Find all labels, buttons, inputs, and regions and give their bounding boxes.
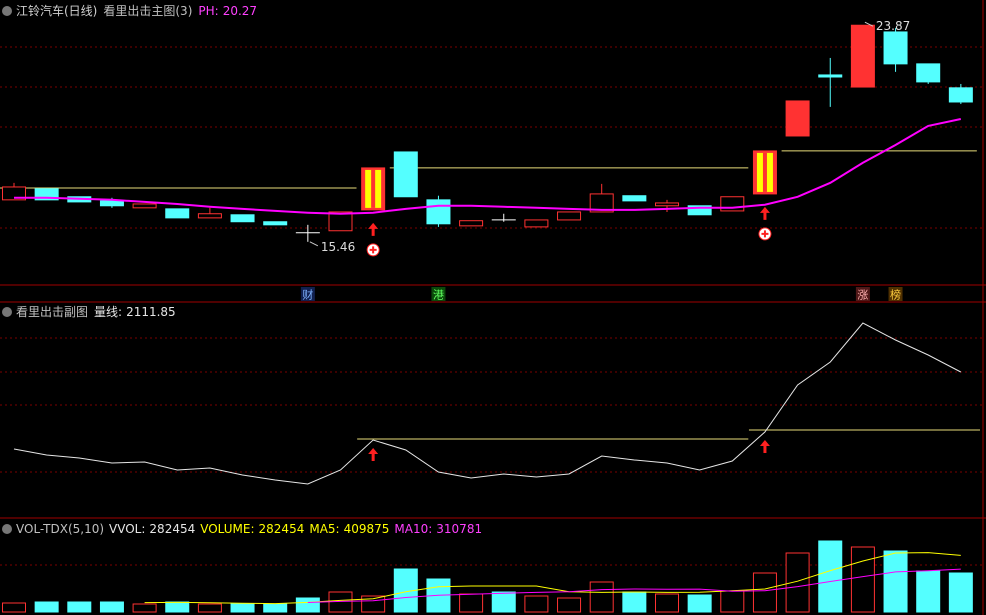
event-label: 榜 xyxy=(890,288,901,302)
volume-bar xyxy=(622,591,647,613)
low-pointer xyxy=(309,241,319,247)
candle-body xyxy=(655,202,679,207)
signal-fill xyxy=(371,169,376,208)
ph-value: 20.27 xyxy=(223,4,257,18)
value: 2111.85 xyxy=(126,305,176,319)
signal-arrow xyxy=(368,222,379,236)
volume-bar xyxy=(263,603,288,613)
volume-bar xyxy=(2,602,26,613)
candle-body xyxy=(916,63,941,83)
legend-label: MA5: xyxy=(309,522,339,536)
title-icon[interactable] xyxy=(2,6,12,16)
candle-body xyxy=(818,74,843,78)
volume-bar xyxy=(818,540,843,613)
candle-body xyxy=(524,219,549,228)
candle-body xyxy=(948,87,973,103)
volume-bar xyxy=(948,572,973,613)
volume-bar xyxy=(687,594,712,613)
volume-bar xyxy=(491,591,516,613)
candle-body xyxy=(393,151,418,198)
candle-body xyxy=(687,205,712,216)
indicator-name: 看里出击主图(3) xyxy=(103,4,192,18)
vol-title: VOL-TDX(5,10) VVOL: 282454 VOLUME: 282454 MA5… xyxy=(16,522,482,536)
volume-bar xyxy=(785,552,810,613)
candle-body xyxy=(34,188,59,201)
title-icon[interactable] xyxy=(2,524,12,534)
ma-line xyxy=(307,568,961,603)
candle-body xyxy=(883,31,908,65)
event-marker xyxy=(300,287,315,301)
candle-body xyxy=(99,200,124,207)
event-label: 涨 xyxy=(857,289,868,302)
ma-line xyxy=(14,118,962,215)
volume-bar xyxy=(295,597,320,613)
sub-title: 看里出击副图 量线: 2111.85 xyxy=(16,305,176,319)
volume-bar xyxy=(165,601,190,613)
volume-bar xyxy=(524,595,549,613)
candle-body xyxy=(132,203,157,209)
volume-bar xyxy=(459,593,484,613)
value-label: 量线: xyxy=(94,305,122,319)
vvol-value: 282454 xyxy=(149,522,195,536)
candle-body xyxy=(197,213,222,219)
ph-label: PH: xyxy=(198,4,218,18)
candle-body xyxy=(2,186,26,201)
volume-bar xyxy=(132,603,157,613)
event-marker xyxy=(431,287,446,301)
volume-bar xyxy=(655,593,679,613)
candle-body xyxy=(557,211,582,221)
indicator-name: 看里出击副图 xyxy=(16,305,88,319)
signal-arrow xyxy=(759,440,770,453)
volume-bar xyxy=(589,581,614,613)
ma-line xyxy=(144,552,961,605)
volume-bar xyxy=(34,601,59,613)
event-marker xyxy=(855,287,870,301)
volume-label: VOLUME: xyxy=(200,522,254,536)
candle-body xyxy=(622,195,647,202)
event-label: 港 xyxy=(433,289,444,302)
volume-bar xyxy=(720,590,745,613)
volume-bar xyxy=(230,603,255,613)
high-pointer xyxy=(864,21,874,27)
candle-body xyxy=(589,193,614,213)
legend-value: 409875 xyxy=(344,522,390,536)
low-label: 15.46 xyxy=(321,240,355,254)
candle-body xyxy=(785,100,810,137)
candle-body xyxy=(426,199,451,225)
volume-bar xyxy=(197,603,222,613)
signal-fill xyxy=(762,152,767,192)
volume-value: 282454 xyxy=(259,522,305,536)
signal-arrow xyxy=(368,448,379,461)
event-marker xyxy=(888,287,903,301)
volume-bar xyxy=(883,550,908,613)
legend-value: 310781 xyxy=(436,522,482,536)
volume-bar xyxy=(752,572,777,613)
volume-bar xyxy=(99,601,124,613)
volume-bar xyxy=(850,546,875,613)
event-label: 财 xyxy=(302,288,313,302)
volume-bar xyxy=(916,570,941,613)
title-icon[interactable] xyxy=(2,307,12,317)
signal-icon xyxy=(369,246,377,254)
volume-line xyxy=(13,322,962,485)
signal-arrow xyxy=(759,206,770,220)
volume-bar xyxy=(67,601,92,613)
candle-body xyxy=(165,208,190,219)
candle-body xyxy=(850,24,875,88)
candle-body xyxy=(459,220,484,227)
indicator-name: VOL-TDX(5,10) xyxy=(16,522,104,536)
main-title: 江铃汽车(日线) 看里出击主图(3) PH: 20.27 xyxy=(16,3,257,18)
candle-body xyxy=(263,221,288,226)
candle-body xyxy=(328,211,353,232)
vvol-label: VVOL: xyxy=(109,522,145,536)
stock-name: 江铃汽车(日线) xyxy=(16,3,97,18)
high-label: 23.87 xyxy=(876,19,910,33)
legend-label: MA10: xyxy=(394,522,432,536)
volume-bar xyxy=(557,597,582,613)
candle-body xyxy=(230,214,255,223)
signal-icon xyxy=(761,230,769,238)
